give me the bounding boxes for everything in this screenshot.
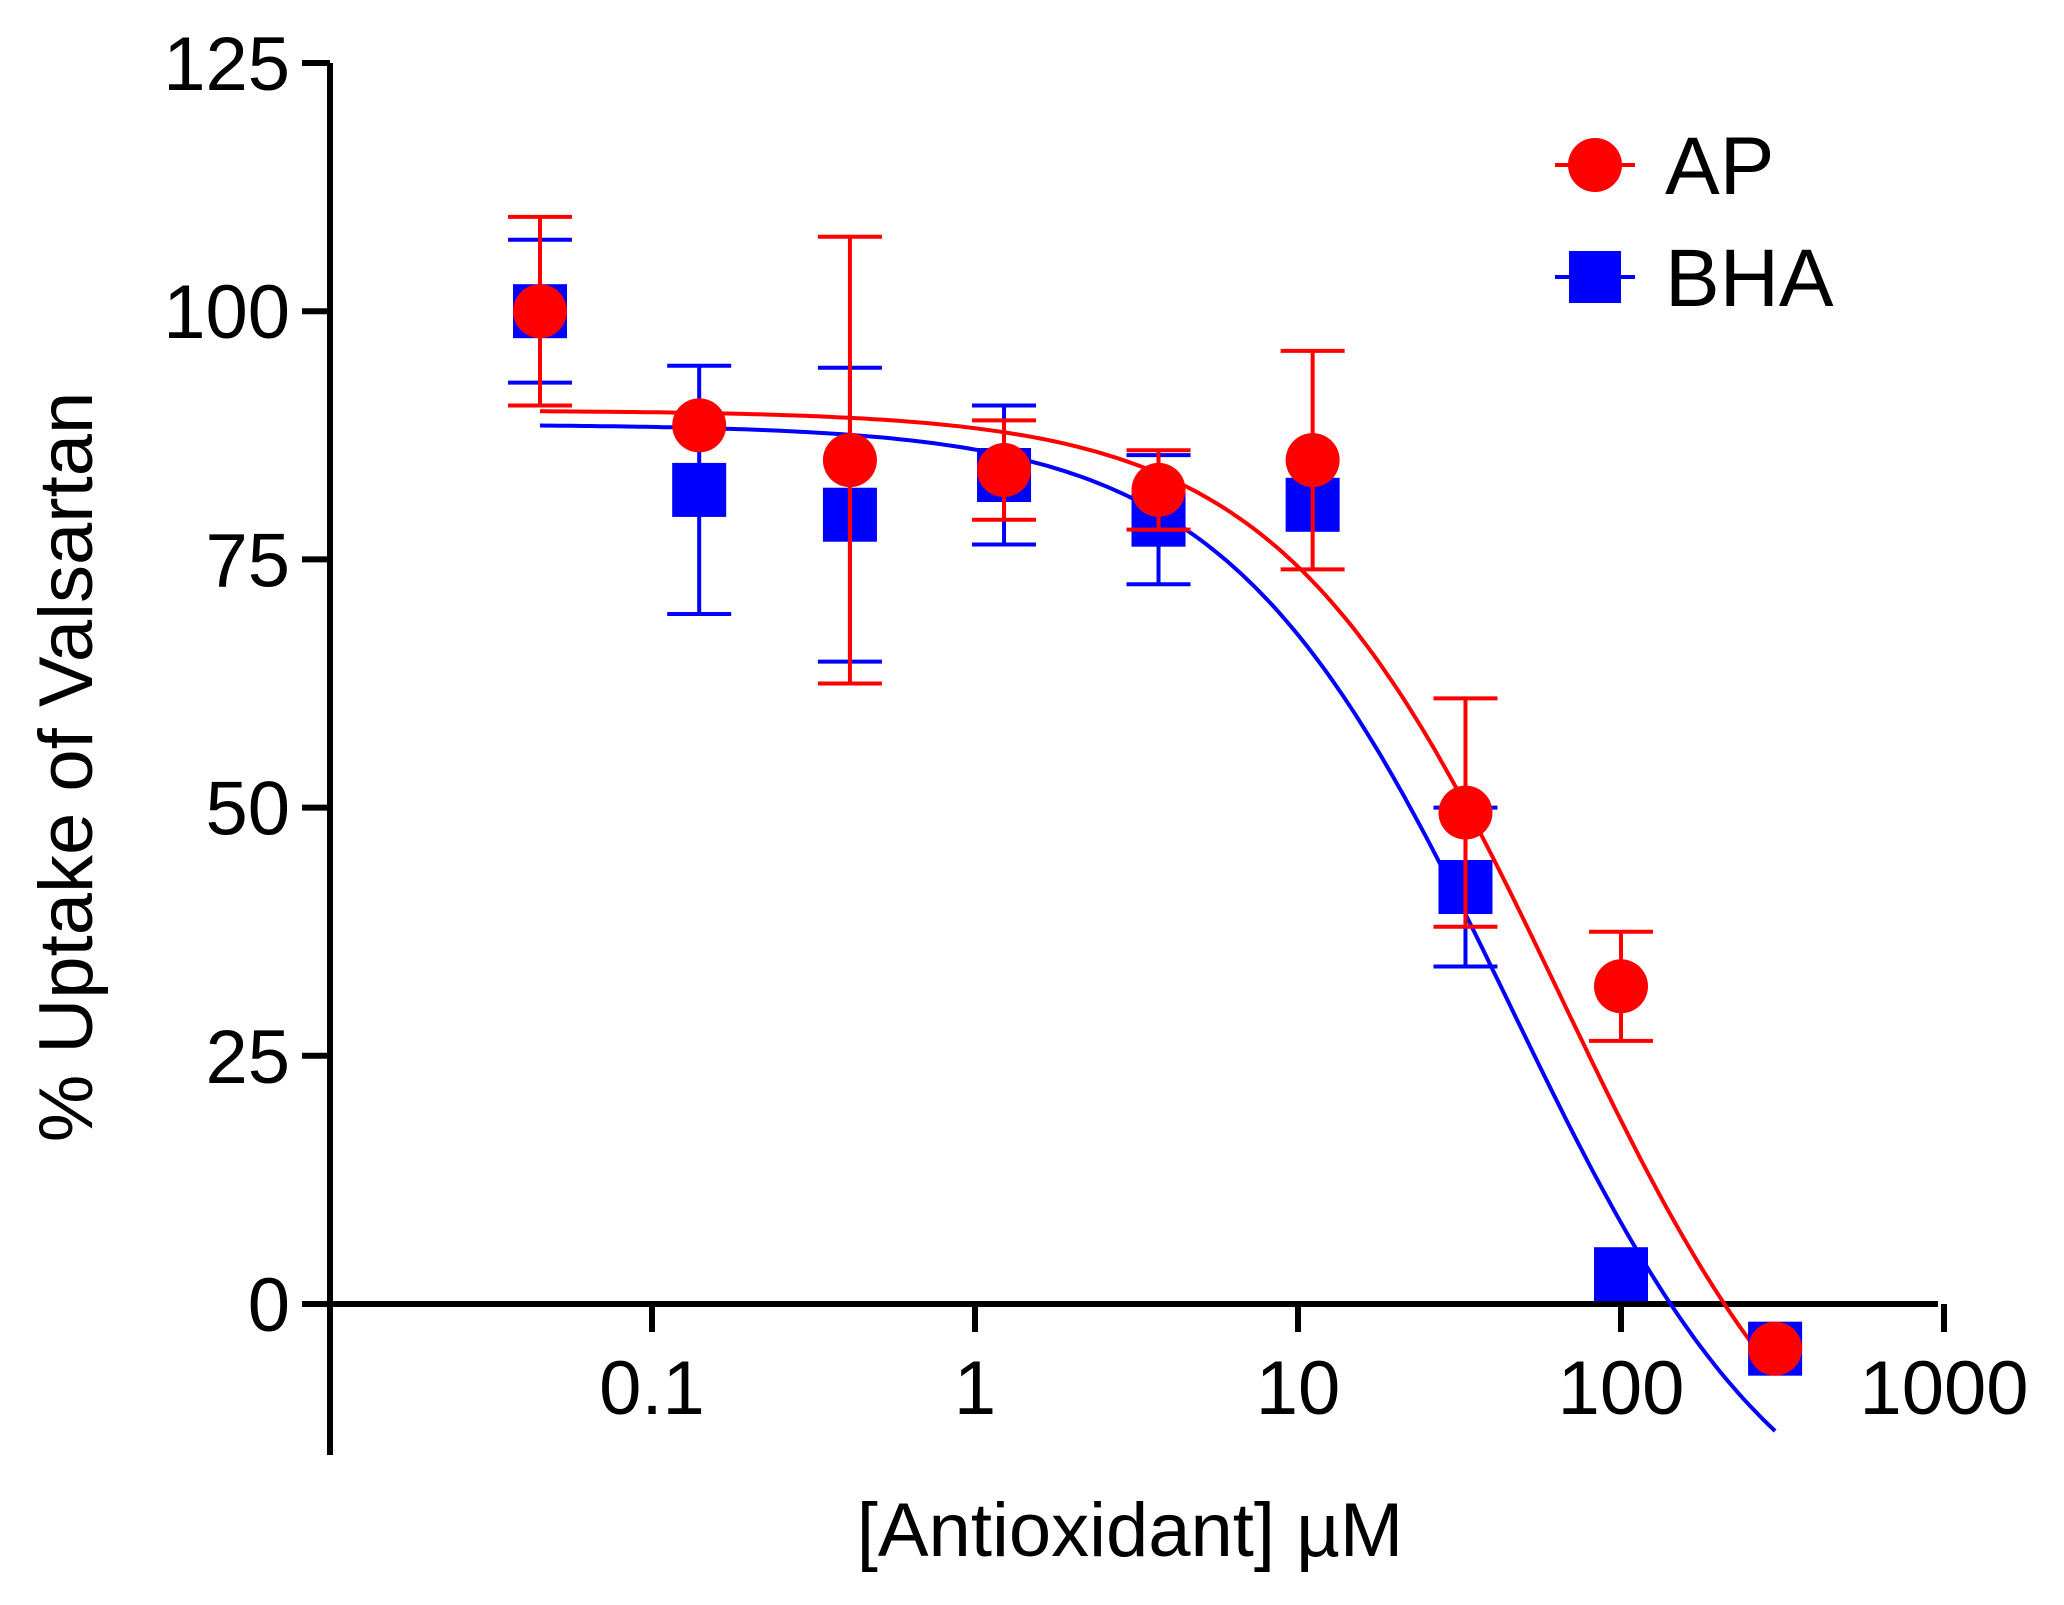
x-tick-label: 1 bbox=[954, 1346, 996, 1431]
plot-layer bbox=[507, 214, 1803, 1433]
data-point-ap bbox=[672, 398, 727, 453]
x-tick-label: 10 bbox=[1256, 1346, 1341, 1431]
y-tick-label: 0 bbox=[248, 1263, 290, 1348]
legend-marker-circle bbox=[1568, 138, 1622, 192]
data-point-ap bbox=[1131, 462, 1186, 517]
series-ap bbox=[507, 214, 1803, 1376]
axes: 0 25 50 75 100 125 0.1 1 10 100 1000 bbox=[163, 22, 2029, 1455]
y-axis-title: % Uptake of Valsartan bbox=[24, 392, 109, 1143]
legend-marker-square bbox=[1569, 251, 1621, 303]
y-tick-label: 25 bbox=[205, 1015, 290, 1100]
x-ticks: 0.1 1 10 100 1000 bbox=[599, 1304, 2029, 1431]
x-tick-label: 0.1 bbox=[599, 1346, 705, 1431]
y-tick-label: 50 bbox=[205, 767, 290, 852]
data-point-ap bbox=[1594, 959, 1648, 1014]
data-point-ap bbox=[977, 443, 1032, 498]
data-point-bha bbox=[1594, 1247, 1648, 1302]
y-tick-label: 125 bbox=[163, 22, 290, 107]
y-tick-label: 100 bbox=[163, 270, 290, 355]
y-ticks: 0 25 50 75 100 125 bbox=[163, 22, 330, 1348]
x-axis-title: [Antioxidant] µM bbox=[857, 1488, 1403, 1573]
data-point-ap bbox=[512, 284, 567, 339]
legend: AP BHA bbox=[1555, 121, 1834, 324]
legend-item-ap: AP bbox=[1555, 121, 1774, 212]
data-point-bha bbox=[672, 462, 727, 517]
legend-label: AP bbox=[1665, 121, 1774, 212]
data-point-ap bbox=[1438, 785, 1493, 840]
legend-label: BHA bbox=[1665, 233, 1834, 324]
legend-item-bha: BHA bbox=[1555, 233, 1834, 324]
x-tick-label: 100 bbox=[1558, 1346, 1685, 1431]
y-tick-label: 75 bbox=[205, 518, 290, 603]
x-tick-label: 1000 bbox=[1859, 1346, 2028, 1431]
data-point-ap bbox=[1285, 433, 1340, 488]
data-point-ap bbox=[1748, 1321, 1803, 1376]
data-point-ap bbox=[822, 433, 877, 488]
